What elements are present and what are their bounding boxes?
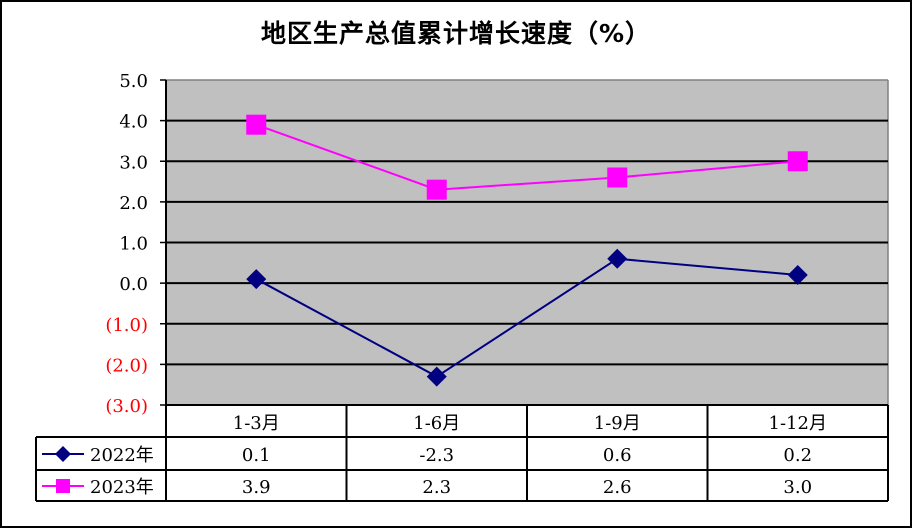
table-cell: 2.3 bbox=[422, 477, 451, 498]
category-label: 1-6月 bbox=[413, 413, 460, 434]
y-tick-label: (1.0) bbox=[105, 315, 148, 336]
table-cell: 3.0 bbox=[783, 477, 812, 498]
diamond-marker bbox=[246, 269, 267, 290]
y-tick-label: 3.0 bbox=[119, 152, 148, 173]
legend-label: 2022年 bbox=[90, 445, 154, 466]
y-tick-label: 0.0 bbox=[119, 274, 148, 295]
diamond-icon bbox=[55, 446, 71, 462]
category-label: 1-9月 bbox=[594, 413, 641, 434]
diamond-marker bbox=[607, 248, 628, 269]
square-icon bbox=[56, 479, 70, 493]
table-cell: 0.1 bbox=[242, 445, 271, 466]
category-label: 1-3月 bbox=[233, 413, 280, 434]
table-cell: -2.3 bbox=[419, 445, 454, 466]
square-marker bbox=[787, 151, 808, 172]
table-cell: 0.6 bbox=[603, 445, 632, 466]
chart-title: 地区生产总值累计增长速度（%） bbox=[260, 19, 652, 48]
y-tick-label: (2.0) bbox=[105, 355, 148, 376]
category-label: 1-12月 bbox=[769, 413, 827, 434]
square-marker bbox=[607, 167, 628, 188]
diamond-marker bbox=[426, 366, 447, 387]
series-line bbox=[255, 123, 798, 191]
table-cell: 2.6 bbox=[603, 477, 632, 498]
y-tick-label: (3.0) bbox=[105, 396, 148, 417]
y-tick-label: 4.0 bbox=[119, 112, 148, 133]
y-tick-label: 5.0 bbox=[119, 71, 148, 92]
series-line bbox=[255, 257, 798, 378]
table-cell: 0.2 bbox=[783, 445, 812, 466]
table-cell: 3.9 bbox=[242, 477, 271, 498]
y-tick-label: 1.0 bbox=[119, 234, 148, 255]
y-tick-label: 2.0 bbox=[119, 193, 148, 214]
square-marker bbox=[426, 179, 447, 200]
square-marker bbox=[246, 114, 267, 135]
legend-label: 2023年 bbox=[90, 477, 154, 498]
diamond-marker bbox=[787, 265, 808, 285]
